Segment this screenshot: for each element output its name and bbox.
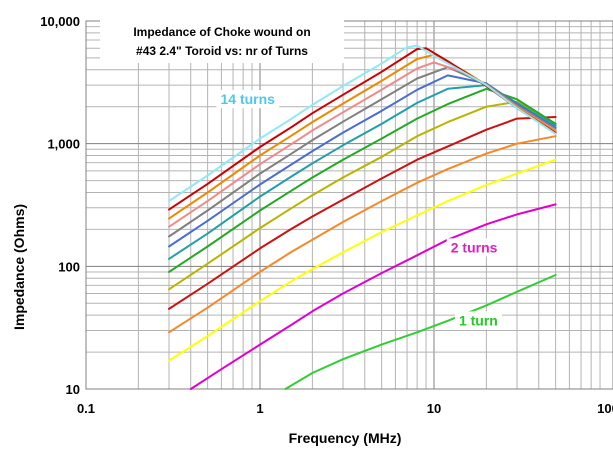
annotation-label: 1 turn	[459, 312, 498, 328]
series-line-2-turns	[189, 203, 557, 390]
x-axis-label: Frequency (MHz)	[289, 430, 402, 446]
x-tick-label: 0.1	[77, 401, 95, 416]
plot-frame	[85, 20, 613, 390]
annotation-bg	[216, 90, 280, 109]
series-lines	[168, 44, 557, 390]
y-tick-label: 10,000	[40, 14, 80, 29]
series-line-4-turns	[168, 135, 557, 334]
x-tick-label: 100	[597, 401, 613, 416]
chart-title-line2: #43 2.4" Toroid vs: nr of Turns	[136, 44, 308, 58]
series-line-14-turns	[168, 44, 557, 203]
annotation: 14 turns	[216, 90, 280, 109]
series-line-5-turns	[168, 116, 557, 310]
series-line-13-turns	[168, 47, 557, 211]
series-line-3-turns	[168, 158, 557, 362]
annotation: 2 turns	[446, 238, 502, 257]
series-line-1-turns	[284, 274, 557, 390]
series-line-11-turns	[168, 61, 557, 228]
annotation-label: 14 turns	[220, 91, 275, 107]
series-line-6-turns	[168, 100, 557, 291]
series-annotations: 14 turns 2 turns 1 turn	[216, 90, 502, 330]
y-tick-label: 1,000	[47, 137, 80, 152]
y-tick-label: 10	[66, 382, 80, 397]
x-tick-label: 1	[256, 401, 263, 416]
grid-lines	[85, 21, 613, 390]
x-tick-label: 10	[427, 401, 441, 416]
annotation: 1 turn	[454, 311, 502, 330]
chart-title-line1: Impedance of Choke wound on	[133, 25, 310, 39]
annotation-label: 2 turns	[451, 239, 498, 255]
annotation-bg	[446, 238, 502, 257]
chart-title-box: Impedance of Choke wound on #43 2.4" Tor…	[100, 17, 344, 63]
series-line-12-turns	[168, 53, 557, 220]
y-tick-label: 100	[58, 259, 80, 274]
y-tick-labels: 10 100 1,000 10,000	[40, 14, 80, 397]
x-tick-labels: 0.1 1 10 100	[77, 401, 613, 416]
annotation-bg	[454, 311, 502, 330]
y-axis-label: Impedance (Ohms)	[11, 204, 27, 330]
title-box-bg	[100, 17, 344, 63]
